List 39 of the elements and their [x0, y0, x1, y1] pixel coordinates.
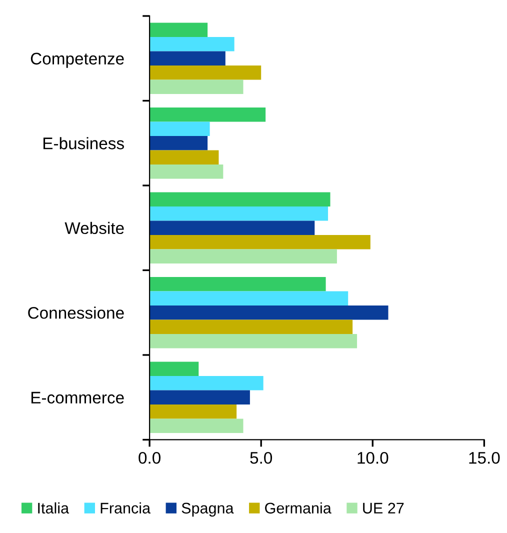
bar [150, 65, 262, 80]
bar [150, 305, 388, 320]
bar [150, 390, 250, 404]
bar [150, 291, 348, 306]
x-tick-label: 5.0 [250, 452, 272, 464]
bar [150, 37, 234, 52]
bar [150, 320, 353, 334]
bar [150, 404, 237, 419]
bar [150, 362, 199, 376]
legend-label: Italia [38, 502, 70, 514]
bar [150, 376, 264, 390]
bar [150, 80, 244, 94]
bar [150, 108, 266, 122]
legend-label: UE 27 [363, 502, 404, 514]
y-tick-label: E-business [43, 137, 124, 150]
bar [150, 418, 244, 433]
bar [150, 51, 226, 66]
bar [150, 334, 358, 348]
legend-label: Spagna [182, 502, 234, 517]
bar [150, 192, 330, 206]
bar [150, 164, 224, 179]
bar [150, 22, 208, 38]
bar [150, 220, 315, 235]
x-tick-label: 15.0 [469, 452, 500, 464]
y-tick-label: Competenze [30, 52, 124, 68]
bar [150, 249, 337, 264]
legend-label: Francia [100, 502, 151, 514]
bar [150, 136, 208, 150]
bar [150, 206, 328, 221]
y-tick-label: Connessione [28, 306, 124, 319]
bar [150, 150, 219, 164]
x-tick-label: 10.0 [358, 452, 388, 464]
legend-label: Germania [265, 502, 332, 514]
bar [150, 122, 210, 136]
x-tick-label: 0.0 [138, 452, 160, 464]
bar [150, 234, 370, 250]
y-tick-label: E-commerce [31, 392, 124, 404]
bar [150, 277, 326, 292]
y-tick-label: Website [64, 222, 124, 234]
